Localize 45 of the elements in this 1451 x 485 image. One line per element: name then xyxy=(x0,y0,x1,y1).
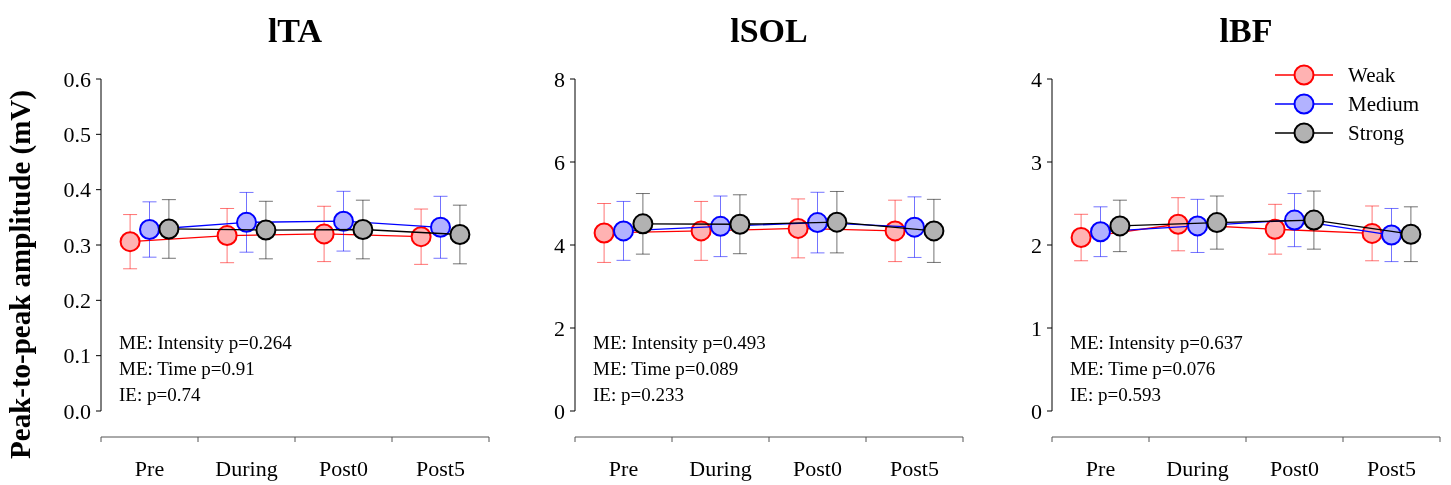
chart-title: lSOL xyxy=(730,12,808,49)
y-tick-label: 3 xyxy=(1031,149,1042,175)
y-tick-label: 0.0 xyxy=(63,398,91,424)
y-tick-label: 0.3 xyxy=(63,232,91,258)
x-tick-label: Pre xyxy=(1085,456,1116,481)
legend-label: Strong xyxy=(1348,121,1405,146)
y-tick-label: 0 xyxy=(554,398,565,424)
y-tick-label: 0 xyxy=(1031,398,1042,424)
annotation: ME: Intensity p=0.637 xyxy=(1070,332,1243,353)
annotation: IE: p=0.593 xyxy=(1070,384,1161,405)
annotation: ME: Time p=0.089 xyxy=(593,358,739,379)
y-tick-label: 0.5 xyxy=(63,122,91,148)
y-tick-label: 6 xyxy=(554,149,565,175)
y-axis-title: Peak-to-peak amplitude (mV) xyxy=(4,90,37,459)
x-tick-label: During xyxy=(1166,456,1229,481)
x-tick-label: During xyxy=(215,456,278,481)
y-tick-label: 0.1 xyxy=(63,343,91,369)
annotation: ME: Time p=0.076 xyxy=(1070,358,1216,379)
x-tick-label: Post0 xyxy=(319,456,368,481)
annotation: IE: p=0.74 xyxy=(119,384,201,405)
y-tick-label: 4 xyxy=(1031,66,1042,92)
y-tick-label: 0.2 xyxy=(63,288,91,314)
x-tick-label: Pre xyxy=(134,456,165,481)
legend-label: Weak xyxy=(1348,63,1396,88)
y-tick-label: 2 xyxy=(554,315,565,341)
y-tick-label: 1 xyxy=(1031,315,1042,341)
annotation: ME: Time p=0.91 xyxy=(119,358,255,379)
annotation: IE: p=0.233 xyxy=(593,384,684,405)
x-tick-label: Post5 xyxy=(1367,456,1416,481)
y-tick-label: 4 xyxy=(554,232,565,258)
annotation: ME: Intensity p=0.264 xyxy=(119,332,293,353)
chart-title: lBF xyxy=(1219,12,1273,49)
x-tick-label: Post0 xyxy=(793,456,842,481)
x-tick-label: Pre xyxy=(608,456,639,481)
y-tick-label: 0.4 xyxy=(63,177,91,203)
legend-label: Medium xyxy=(1348,92,1420,117)
chart-title: lTA xyxy=(267,12,323,49)
x-tick-label: Post0 xyxy=(1270,456,1319,481)
x-tick-label: Post5 xyxy=(890,456,939,481)
y-tick-label: 2 xyxy=(1031,232,1042,258)
y-tick-label: 0.6 xyxy=(63,66,91,92)
x-tick-label: During xyxy=(689,456,752,481)
annotation: ME: Intensity p=0.493 xyxy=(593,332,766,353)
x-tick-label: Post5 xyxy=(416,456,465,481)
y-tick-label: 8 xyxy=(554,66,565,92)
